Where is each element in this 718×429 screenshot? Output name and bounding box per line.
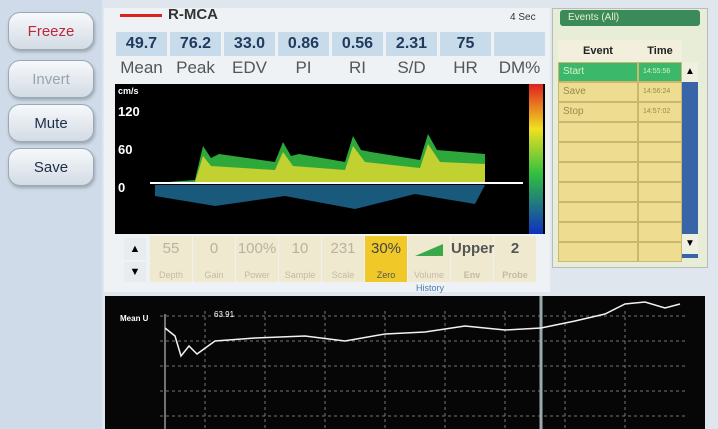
metric-label: S/D [386,57,437,79]
control-tile[interactable]: 30% Zero [365,236,407,282]
sweep-label: 4 Sec [510,12,536,23]
metric-label: DM% [494,57,545,79]
history-marker: 63.91 [214,310,234,319]
control-tile[interactable]: Upper Env [451,236,493,282]
side-button[interactable]: Save [8,148,94,186]
metric-value: 75 [440,32,491,56]
control-label: Zero [365,270,407,280]
control-label: Gain [193,270,235,280]
event-cell[interactable]: 14:55:56 [638,62,682,82]
metric-label: HR [440,57,491,79]
event-cell[interactable]: 14:57:02 [638,102,682,122]
color-bar [529,84,543,234]
spectrum-scale: 60 [118,142,148,157]
vessel-label: R-MCA [168,6,218,23]
events-filter[interactable]: Events (All) [560,10,700,26]
events-header: Time [638,40,682,62]
metric-value: 0.86 [278,32,329,56]
event-cell[interactable]: Stop [558,102,638,122]
event-cell[interactable]: 14:56:24 [638,82,682,102]
event-empty-cell [558,202,638,222]
control-label: Env [451,270,493,280]
control-value: 30% [371,240,401,257]
metric-label: RI [332,57,383,79]
control-value: Upper [451,240,494,257]
metric-label: Peak [170,57,221,79]
control-up[interactable]: ▲ [124,238,146,260]
event-empty-cell [638,122,682,142]
event-empty-cell [558,142,638,162]
control-tile[interactable]: 2 Probe [494,236,536,282]
control-value: 10 [292,240,309,257]
control-value: 2 [511,240,519,257]
side-button[interactable]: Mute [8,104,94,142]
control-tile[interactable]: 55 Depth [150,236,192,282]
control-label: Volume [408,270,450,280]
probe-icon [120,14,162,17]
spectrum [115,84,545,234]
control-value: 231 [330,240,355,257]
event-empty-cell [558,122,638,142]
metric-value: 49.7 [116,32,167,56]
control-label: Probe [494,270,536,280]
control-value: 100% [238,240,276,257]
control-label: Power [236,270,278,280]
scroll-up[interactable]: ▲ [682,62,698,82]
history-chart [105,296,705,429]
control-value: 0 [210,240,218,257]
event-empty-cell [558,242,638,262]
history-bg [105,296,705,429]
side-button[interactable]: Invert [8,60,94,98]
control-label: Depth [150,270,192,280]
metric-value: 33.0 [224,32,275,56]
control-tile[interactable]: 10 Sample [279,236,321,282]
event-empty-cell [558,222,638,242]
control-tile[interactable]: 0 Gain [193,236,235,282]
metric-value-box [494,32,545,56]
event-cell[interactable]: Save [558,82,638,102]
history-trace-label: Mean U [120,314,148,323]
event-empty-cell [638,222,682,242]
event-empty-cell [558,162,638,182]
metric-value: 76.2 [170,32,221,56]
metric-label: PI [278,57,329,79]
event-empty-cell [638,242,682,262]
event-empty-cell [558,182,638,202]
event-cell[interactable]: Start [558,62,638,82]
spectrum-scale: 0 [118,180,148,195]
events-scrollbar[interactable] [682,62,698,258]
scroll-down[interactable]: ▼ [682,234,698,254]
event-empty-cell [638,162,682,182]
spectrum-unit: cm/s [118,86,139,96]
metric-value: 2.31 [386,32,437,56]
event-empty-cell [638,142,682,162]
screen: {"buttons": ["Freeze", "Invert", "Mute",… [0,0,718,429]
control-value: 55 [163,240,180,257]
metric-label: Mean [116,57,167,79]
side-button[interactable]: Freeze [8,12,94,50]
event-empty-cell [638,202,682,222]
control-tile[interactable]: 100% Power [236,236,278,282]
events-header: Event [558,40,638,62]
metric-label: EDV [224,57,275,79]
control-tile[interactable]: Volume [408,236,450,282]
metric-value: 0.56 [332,32,383,56]
control-down[interactable]: ▼ [124,262,146,282]
spectrum-scale: 120 [118,104,148,119]
event-empty-cell [638,182,682,202]
volume-icon [415,244,443,256]
control-label: Scale [322,270,364,280]
control-label: Sample [279,270,321,280]
history-title: History [300,283,560,293]
control-tile[interactable]: 231 Scale [322,236,364,282]
